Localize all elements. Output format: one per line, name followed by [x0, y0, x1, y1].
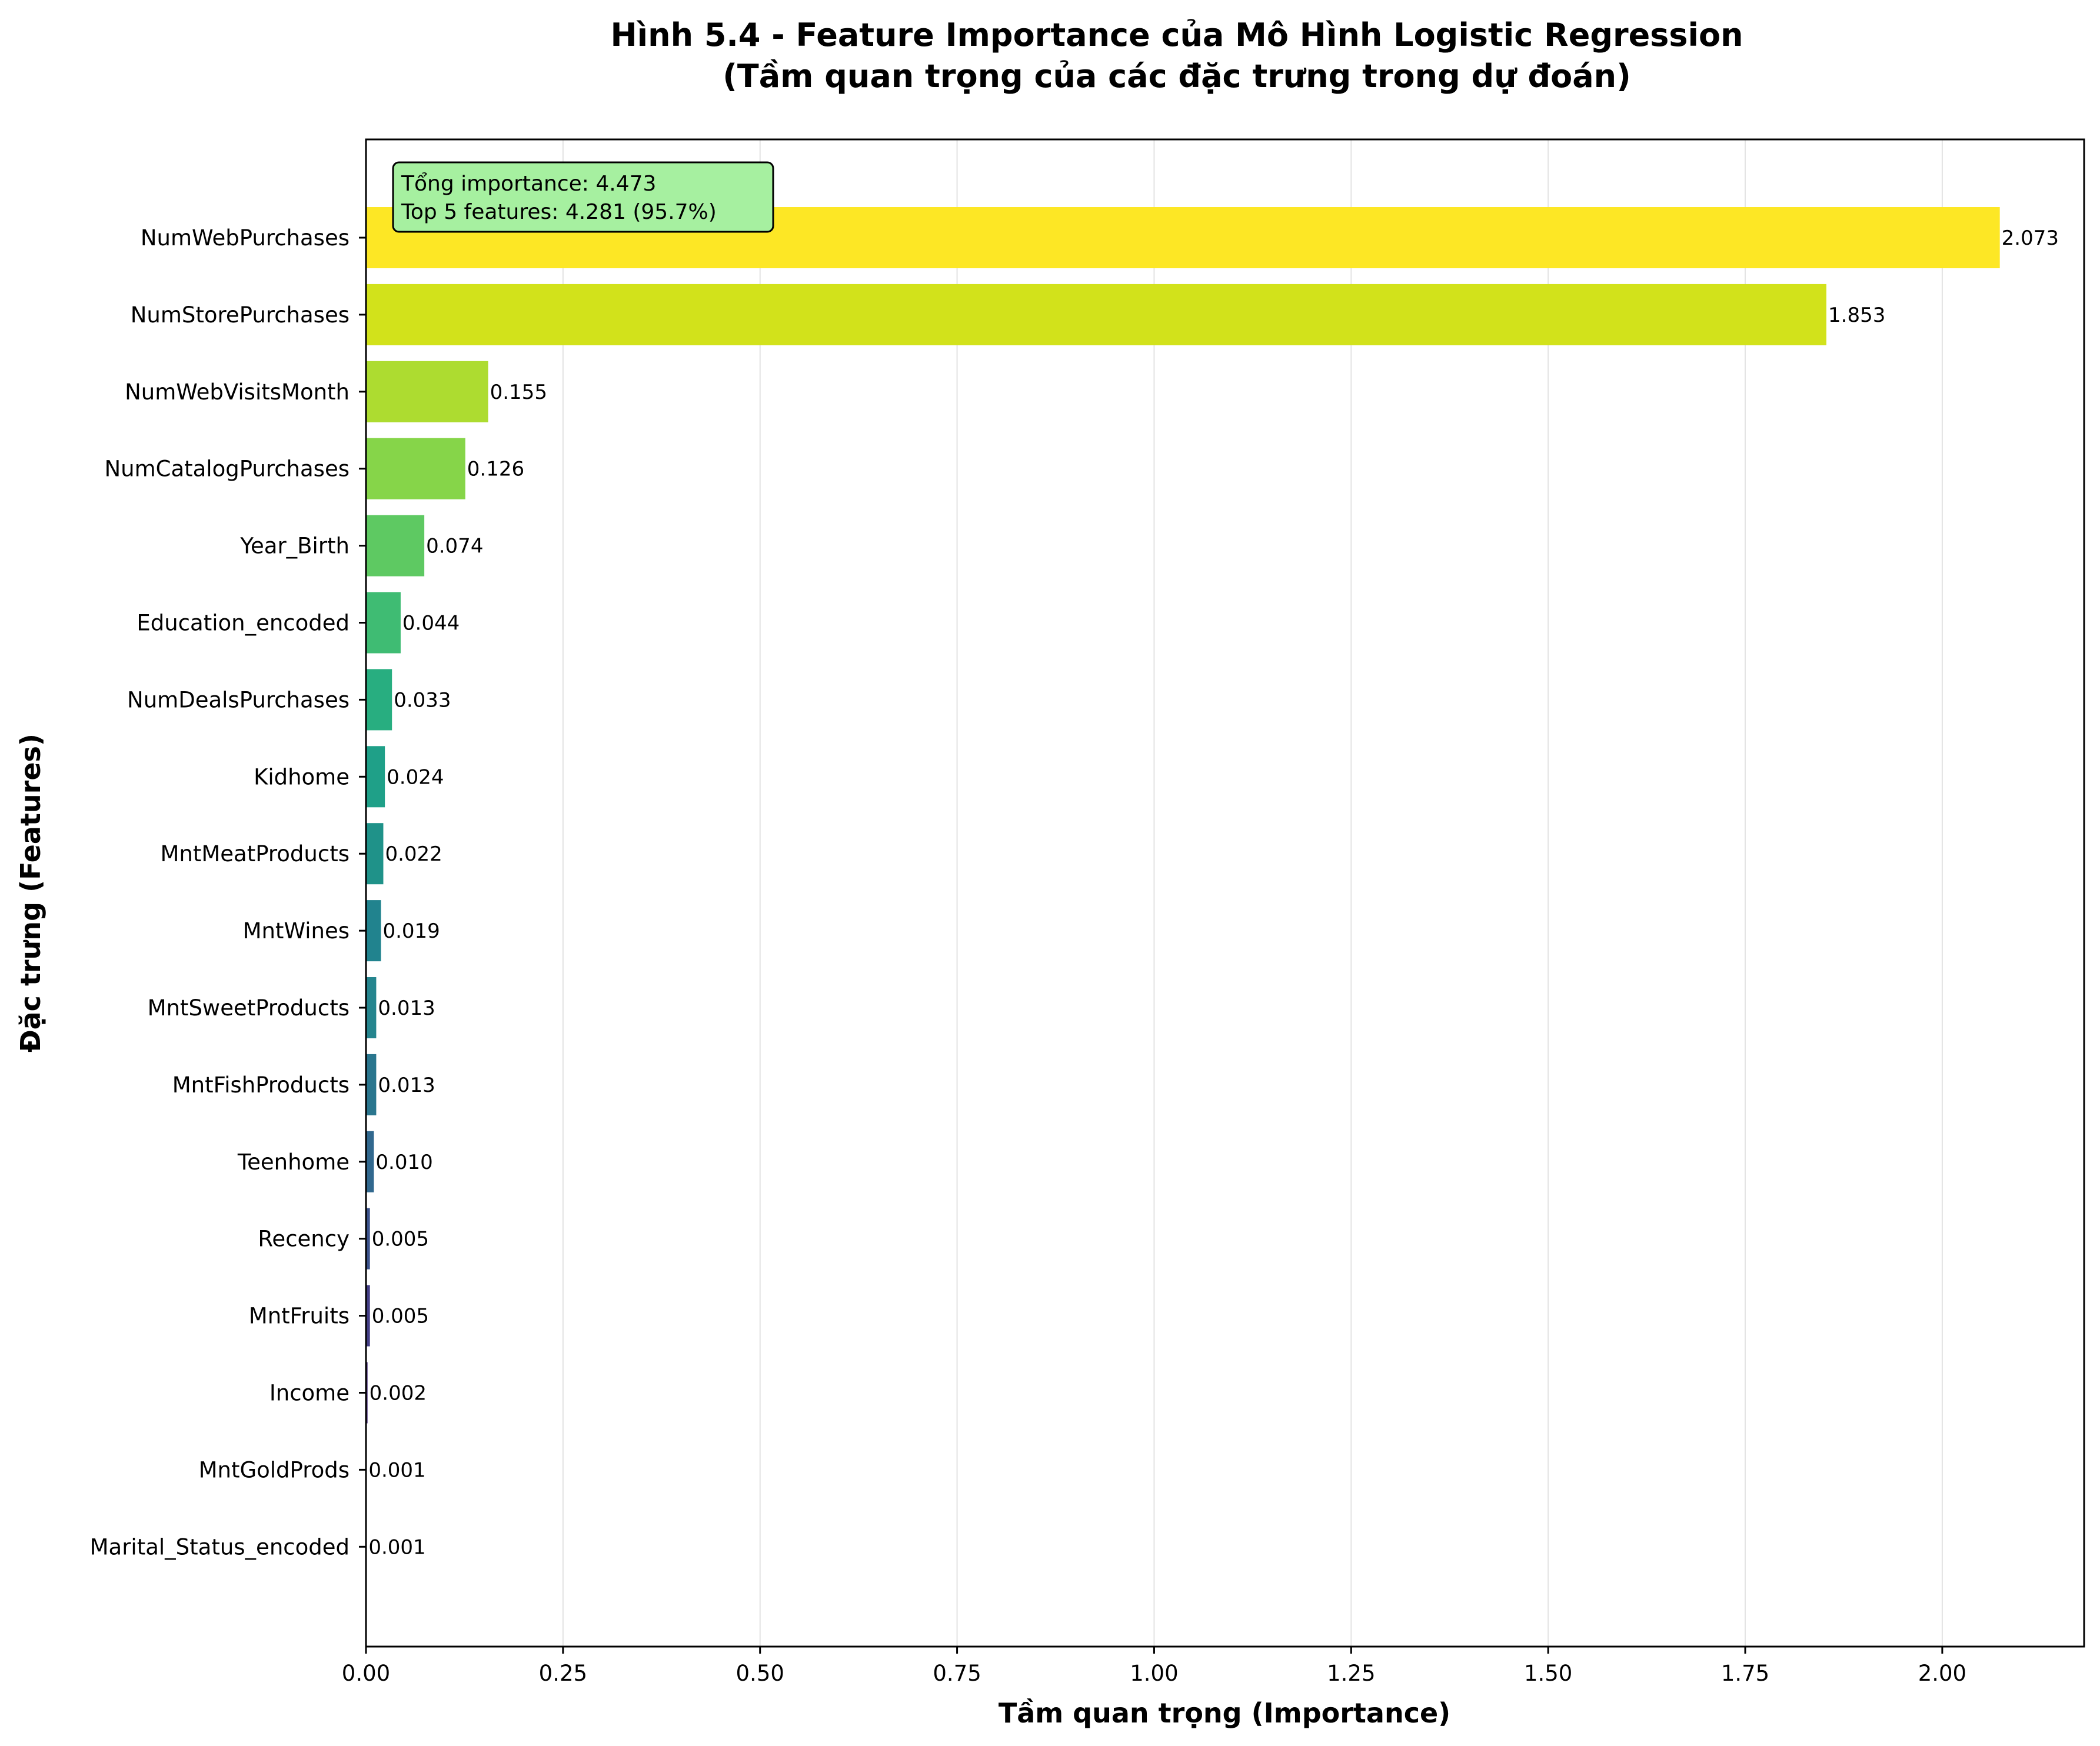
bar-value-label: 0.001: [368, 1535, 425, 1559]
y-tick-label: Income: [269, 1381, 350, 1406]
y-tick-label: NumCatalogPurchases: [104, 457, 350, 482]
bar-value-label: 0.022: [385, 842, 442, 866]
bar-value-label: 0.033: [394, 688, 451, 712]
bar: [366, 515, 425, 577]
bar: [366, 438, 465, 499]
y-tick-label: NumWebVisitsMonth: [125, 379, 350, 405]
bar-value-label: 0.044: [402, 612, 460, 635]
bar: [366, 361, 488, 422]
x-tick-label: 0.50: [736, 1661, 784, 1686]
bar: [366, 823, 384, 885]
annotation-box: Tổng importance: 4.473 Top 5 features: 4…: [392, 161, 774, 233]
x-tick-label: 2.00: [1918, 1661, 1966, 1686]
bar-value-label: 0.126: [467, 458, 524, 481]
y-tick-label: MntWines: [243, 918, 350, 944]
bar-value-label: 0.013: [378, 997, 435, 1020]
bar: [366, 592, 401, 654]
y-tick-label: MntMeatProducts: [160, 841, 350, 867]
y-tick-label: Kidhome: [254, 764, 350, 789]
bar-value-label: 0.005: [372, 1305, 429, 1328]
bar: [366, 284, 1826, 345]
x-axis-label: Tầm quan trọng (Importance): [999, 1697, 1450, 1729]
bar-value-label: 0.002: [370, 1382, 427, 1405]
bar-value-label: 2.073: [2002, 226, 2059, 250]
x-tick-label: 1.25: [1327, 1661, 1375, 1686]
bar: [366, 746, 385, 808]
bar-value-label: 0.024: [387, 765, 444, 789]
plot-frame: [365, 138, 2085, 1648]
y-tick-label: MntSweetProducts: [148, 995, 350, 1021]
bar: [366, 977, 377, 1038]
bar: [366, 1131, 374, 1192]
y-tick-label: Marital_Status_encoded: [90, 1534, 350, 1560]
bar: [366, 669, 392, 731]
x-tick-label: 1.50: [1524, 1661, 1572, 1686]
bar-value-label: 1.853: [1828, 304, 1885, 327]
bar: [366, 900, 381, 962]
bar-value-label: 0.010: [375, 1151, 432, 1174]
y-tick-label: Year_Birth: [239, 534, 350, 559]
y-axis-label: Đặc trưng (Features): [15, 734, 46, 1052]
annotation-line-2: Top 5 features: 4.281 (95.7%): [401, 200, 717, 224]
bar-value-label: 0.019: [382, 919, 440, 943]
x-tick-label: 0.00: [342, 1661, 390, 1686]
bar-value-label: 0.005: [372, 1228, 429, 1251]
x-tick-label: 1.00: [1130, 1661, 1178, 1686]
bar: [366, 1054, 377, 1115]
y-tick-label: MntFishProducts: [172, 1072, 350, 1098]
bar-value-label: 0.074: [426, 535, 483, 558]
chart-subtitle: (Tầm quan trọng của các đặc trưng trong …: [723, 58, 1631, 95]
y-tick-label: NumStorePurchases: [131, 302, 350, 328]
y-tick-label: NumDealsPurchases: [127, 687, 350, 712]
x-tick-label: 0.75: [933, 1661, 981, 1686]
y-tick-label: NumWebPurchases: [141, 225, 350, 251]
x-tick-label: 0.25: [539, 1661, 587, 1686]
y-tick-label: Education_encoded: [137, 611, 350, 636]
annotation-background: [392, 161, 774, 233]
grid-layer: [365, 139, 1943, 1647]
annotation-line-1: Tổng importance: 4.473: [401, 172, 656, 196]
bar-value-label: 0.013: [378, 1074, 435, 1097]
bar-value-label: 0.001: [368, 1458, 425, 1482]
y-tick-label: MntGoldProds: [199, 1457, 350, 1482]
bar-layer: 2.073 1.853 0.155 0.126 0.074 0.044 0.033 0.024…: [366, 207, 2059, 1578]
chart-title: Hình 5.4 - Feature Importance của Mô Hìn…: [610, 16, 1743, 54]
y-tick-label: MntFruits: [249, 1304, 350, 1329]
y-tick-label: Recency: [258, 1227, 350, 1252]
bar: [366, 1208, 370, 1269]
x-tick-label: 1.75: [1721, 1661, 1769, 1686]
bar-value-label: 0.155: [490, 381, 547, 404]
tick-layer: 0.00 0.25 0.50 0.75 1.00 1.25 1.50 1.75 2.00 NumW…: [90, 225, 1966, 1686]
bar: [366, 1285, 370, 1347]
y-tick-label: Teenhome: [237, 1149, 350, 1175]
